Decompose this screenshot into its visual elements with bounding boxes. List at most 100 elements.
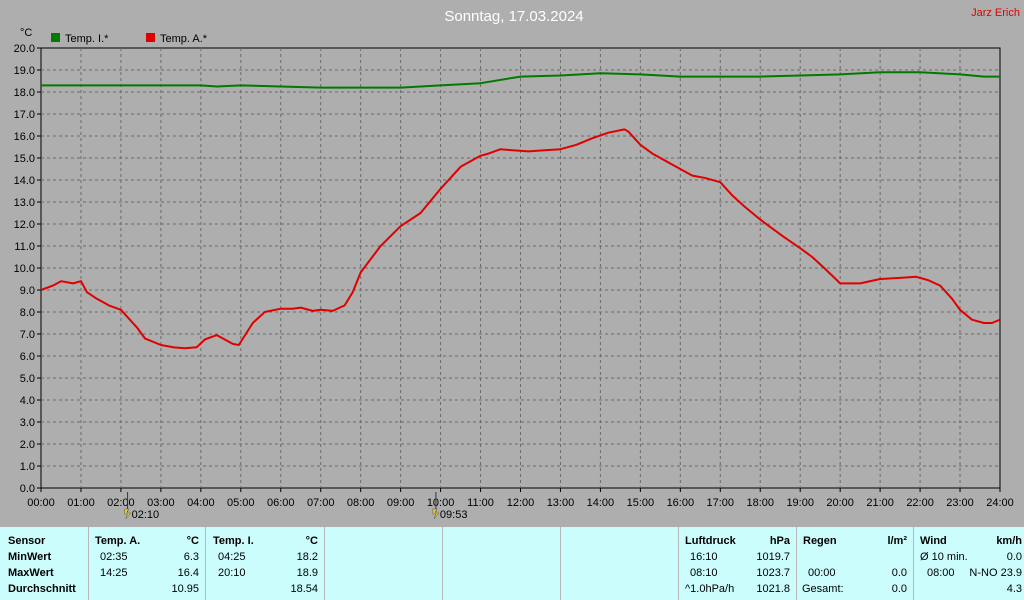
x-tick-label: 11:00 [467,497,494,509]
stats-temp-i-max-value: 18.9 [296,567,318,579]
stats-rain-total-label: Gesamt: [802,583,844,595]
stats-rain-max-time: 00:00 [808,567,836,579]
stats-row-avg: Durchschnitt [8,583,76,595]
x-tick-label: 07:00 [307,497,335,509]
x-tick-label: 04:00 [187,497,215,509]
lightning-icon [432,508,440,520]
y-tick-label: 6.0 [20,351,35,363]
x-tick-label: 23:00 [946,497,974,509]
stats-pressure-min-time: 16:10 [690,551,718,563]
x-tick-label: 09:00 [387,497,415,509]
stats-pressure-max-time: 08:10 [690,567,718,579]
stats-wind-max-value: N-NO 23.9 [969,567,1022,579]
author-label: Jarz Erich [971,7,1020,19]
stats-row-min: MinWert [8,551,52,563]
stats-wind-avg-value: 0.0 [1006,551,1022,563]
stats-empty-section-3 [560,527,679,600]
stats-rain-section: Regen l/m² 0.0 00:00 Gesamt: 0.0 [796,527,914,600]
series-line-temp-a [40,128,1001,350]
x-tick-label: 12:00 [507,497,535,509]
y-tick-label: 19.0 [14,65,35,77]
stats-empty-section-1 [324,527,443,600]
stats-rain-unit: l/m² [887,535,907,547]
stats-pressure-unit: hPa [769,535,790,547]
stats-temp-i-avg: 18.54 [290,583,318,595]
y-tick-label: 12.0 [14,219,35,231]
stats-wind-title: Wind [920,535,947,547]
legend-swatch-temp-a [146,33,155,42]
y-tick-label: 17.0 [14,109,35,121]
stats-temp-a-max-time: 14:25 [100,567,128,579]
stats-pressure-min-value: 1019.7 [756,551,790,563]
stats-temp-i-min-time: 04:25 [218,551,246,563]
y-tick-label: 16.0 [14,131,35,143]
stats-pressure-max-value: 1023.7 [756,567,790,579]
stats-sensor-section: Sensor MinWert MaxWert Durchschnitt [0,527,89,600]
stats-temp-a-unit: °C [186,535,199,547]
y-tick-label: 9.0 [20,285,35,297]
series-lines [40,71,1001,350]
x-tick-label: 13:00 [547,497,575,509]
y-tick-label: 3.0 [20,417,35,429]
lightning-icon [124,508,132,520]
stats-pressure-avg: 1021.8 [756,583,790,595]
stats-temp-i-title: Temp. I. [213,535,254,547]
x-tick-label: 10:00 [427,497,455,509]
y-tick-label: 7.0 [20,329,35,341]
legend-swatch-temp-i [51,33,60,42]
y-tick-label: 1.0 [20,461,35,473]
stats-rain-total: 0.0 [891,583,907,595]
stats-sensor-title: Sensor [8,535,46,547]
stats-temp-a-min-time: 02:35 [100,551,128,563]
stats-temp-i-max-time: 20:10 [218,567,246,579]
stats-wind-max-time: 08:00 [927,567,955,579]
event-marker-label: 02:10 [132,509,160,521]
stats-rain-min-value: 0.0 [891,567,907,579]
x-tick-label: 17:00 [707,497,735,509]
x-tick-label: 20:00 [826,497,854,509]
stats-pressure-title: Luftdruck [685,535,736,547]
stats-temp-a-section: Temp. A. °C 02:35 6.3 14:25 16.4 10.95 [88,527,206,600]
y-tick-label: 0.0 [20,483,35,495]
x-tick-label: 19:00 [786,497,814,509]
y-tick-label: 2.0 [20,439,35,451]
stats-temp-i-section: Temp. I. °C 04:25 18.2 20:10 18.9 18.54 [205,527,325,600]
x-tick-label: 15:00 [627,497,655,509]
y-tick-label: 11.0 [14,241,35,253]
x-tick-label: 00:00 [27,497,55,509]
y-tick-label: 15.0 [14,153,35,165]
stats-temp-i-min-value: 18.2 [296,551,318,563]
legend: Temp. I.* Temp. A.* [51,33,208,45]
x-tick-label: 22:00 [906,497,934,509]
y-tick-label: 5.0 [20,373,35,385]
event-markers: 02:10 09:53 [124,492,468,521]
chart-title: Sonntag, 17.03.2024 [444,8,583,25]
stats-temp-i-unit: °C [305,535,318,547]
y-tick-label: 13.0 [14,197,35,209]
statistics-panel: Sensor MinWert MaxWert Durchschnitt Temp… [0,527,1024,600]
y-tick-label: 18.0 [14,87,35,99]
stats-row-max: MaxWert [8,567,54,579]
y-tick-label: 20.0 [14,43,35,55]
stats-wind-section: Wind km/h Ø 10 min. 0.0 08:00 N-NO 23.9 … [913,527,1024,600]
x-tick-label: 01:00 [67,497,95,509]
y-tick-label: 10.0 [14,263,35,275]
grid [41,48,1000,488]
x-tick-label: 05:00 [227,497,255,509]
event-marker-label: 09:53 [440,509,468,521]
x-tick-label: 14:00 [587,497,615,509]
x-tick-label: 16:00 [667,497,695,509]
stats-temp-a-title: Temp. A. [95,535,141,547]
stats-pressure-trend: ^1.0hPa/h [685,583,735,595]
stats-temp-a-max-value: 16.4 [177,567,199,579]
y-tick-label: 8.0 [20,307,35,319]
x-tick-label: 18:00 [746,497,774,509]
stats-pressure-section: Luftdruck hPa 16:10 1019.7 08:10 1023.7 … [678,527,797,600]
x-tick-label: 08:00 [347,497,375,509]
x-tick-label: 06:00 [267,497,295,509]
stats-rain-title: Regen [803,535,837,547]
y-tick-label: 14.0 [14,175,35,187]
stats-wind-avg-label: Ø 10 min. [920,551,968,563]
series-line-temp-i [41,71,1000,89]
x-tick-label: 21:00 [866,497,894,509]
